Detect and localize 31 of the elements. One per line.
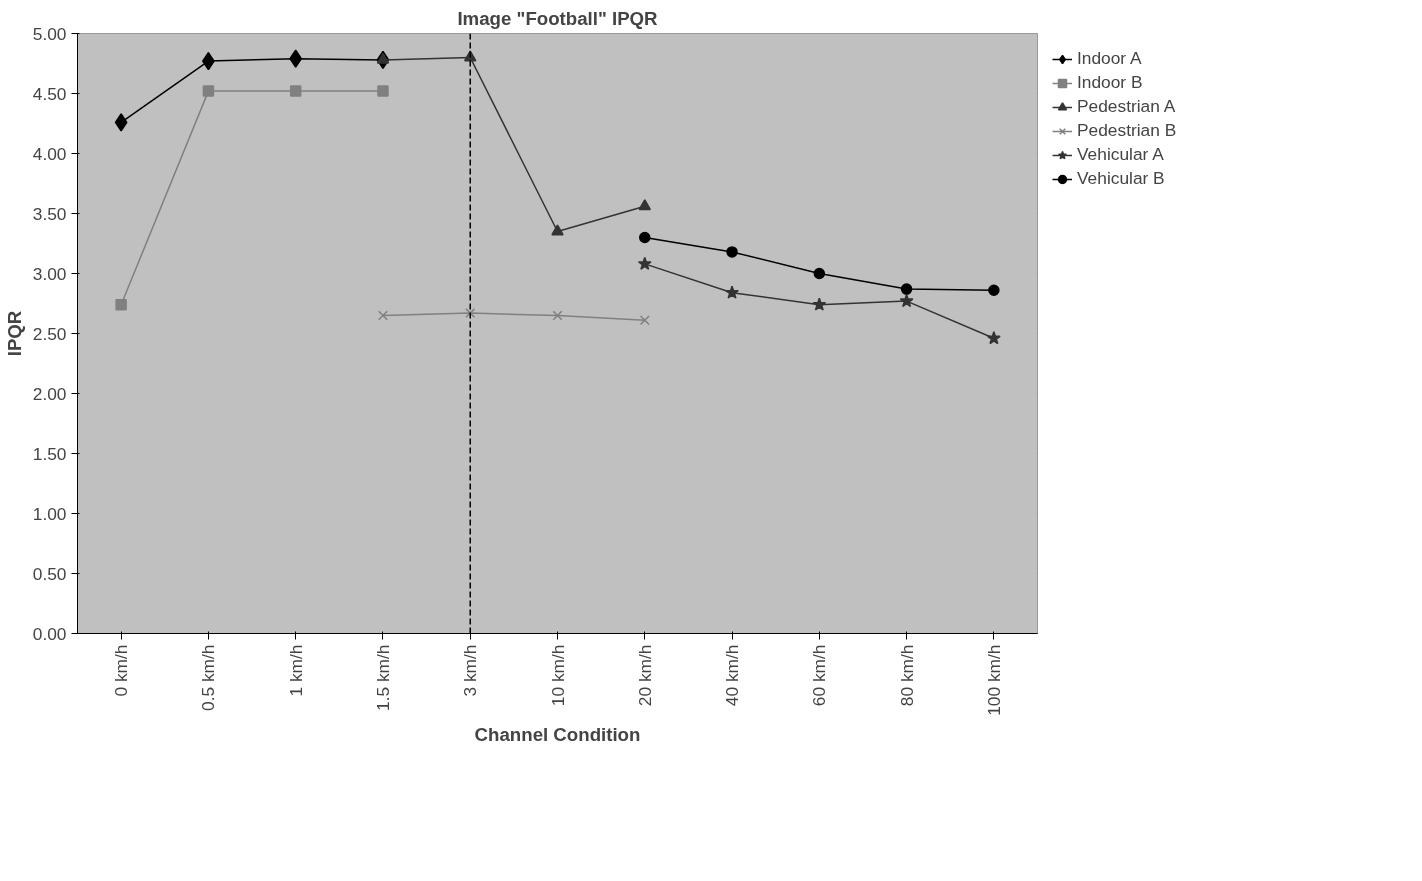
legend-label: Pedestrian A [1077,96,1177,117]
y-tick-label: 2.50 [32,323,67,344]
y-tick-label: 4.00 [32,143,67,164]
legend-label: Indoor B [1077,72,1144,93]
chart-title: Image "Football" IPQR [457,7,659,29]
y-tick-label: 4.50 [32,83,67,104]
y-tick-label: 2.00 [32,383,67,404]
y-tick-label: 0.50 [32,563,67,584]
x-tick-label: 0.5 km/h [198,644,219,711]
x-tick-label: 0 km/h [111,644,132,697]
x-tick-label: 1 km/h [285,644,306,697]
x-tick-label: 1.5 km/h [372,644,393,711]
y-tick-label: 1.50 [32,443,67,464]
x-tick-label: 60 km/h [809,644,830,707]
x-axis-title: Channel Condition [474,723,641,745]
y-tick-label: 0.00 [32,623,67,644]
legend-label: Vehicular A [1077,144,1165,165]
x-tick-label: 20 km/h [634,644,655,707]
x-tick-label: 80 km/h [896,644,917,707]
y-tick-label: 5.00 [32,23,67,44]
y-axis-title: IPQR [3,310,25,357]
x-tick-label: 100 km/h [983,644,1004,716]
legend-label: Pedestrian B [1077,120,1177,141]
x-tick-label: 3 km/h [460,644,481,697]
legend-label: Indoor A [1077,48,1143,69]
x-tick-label: 40 km/h [722,644,743,707]
x-tick-label: 10 km/h [547,644,568,707]
y-tick-label: 3.50 [32,203,67,224]
y-tick-label: 3.00 [32,263,67,284]
legend-label: Vehicular B [1077,168,1166,189]
y-tick-label: 1.00 [32,503,67,524]
